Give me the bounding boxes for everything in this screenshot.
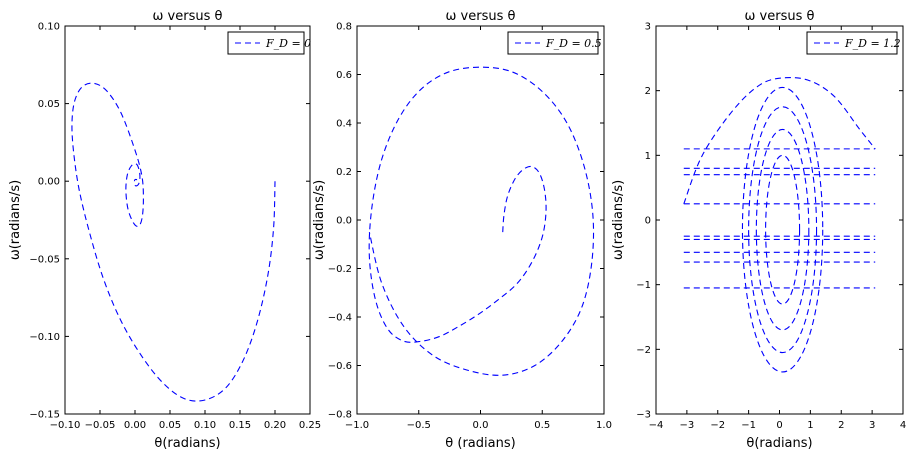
y-tick-label: −0.2: [328, 264, 352, 275]
y-tick-label: 0.6: [336, 70, 352, 81]
y-tick-label: 0.2: [336, 167, 352, 178]
series-loop: [755, 128, 810, 331]
x-tick-label: 0.00: [124, 420, 146, 431]
chart-title: ω versus θ: [446, 9, 516, 24]
plot-area-frame: [356, 25, 605, 415]
series-line: [368, 66, 595, 376]
x-tick-label: −3: [680, 420, 695, 431]
x-tick-label: 1: [807, 420, 813, 431]
y-axis-label: ω(radians/s): [312, 180, 327, 260]
x-tick-label: 1.0: [596, 420, 612, 431]
y-tick-label: 1: [645, 151, 651, 162]
plot-area-frame: [64, 25, 311, 415]
x-tick-label: 0.0: [473, 420, 489, 431]
y-tick-label: 0: [645, 216, 651, 227]
x-tick-label: 4: [900, 420, 906, 431]
x-axis-label: θ(radians): [746, 436, 812, 451]
legend-box: [806, 31, 898, 55]
y-tick-label: −0.05: [29, 254, 60, 265]
x-tick-label: −0.05: [85, 420, 116, 431]
x-tick-label: −4: [649, 420, 664, 431]
y-axis-label: ω(radians/s): [611, 180, 626, 260]
y-tick-label: −0.6: [328, 361, 352, 372]
series-loop: [748, 106, 818, 354]
series-group: [71, 82, 276, 402]
y-tick-label: −1: [636, 280, 651, 291]
x-tick-label: 0: [776, 420, 782, 431]
x-tick-label: 0.15: [229, 420, 251, 431]
y-tick-label: −0.8: [328, 410, 352, 421]
x-tick-label: 3: [869, 420, 875, 431]
y-tick-label: −2: [636, 345, 651, 356]
chart-title: ω versus θ: [745, 9, 815, 24]
plot-area-frame: [655, 25, 904, 415]
x-tick-label: 0.10: [194, 420, 216, 431]
x-tick-label: −1: [741, 420, 756, 431]
y-tick-label: 0.00: [38, 177, 60, 188]
x-tick-label: −0.5: [407, 420, 431, 431]
x-axis-label: θ (radians): [445, 436, 515, 451]
x-tick-label: 0.20: [264, 420, 286, 431]
legend: F_D = 0: [227, 31, 311, 55]
series-loop: [765, 154, 801, 305]
y-tick-label: −0.10: [29, 332, 60, 343]
legend-box: [507, 31, 599, 55]
legend-label: F_D = 1.2: [844, 37, 901, 50]
x-tick-label: −0.10: [50, 420, 81, 431]
series-loop: [741, 86, 824, 373]
series-group: [683, 77, 876, 373]
y-tick-label: 0.8: [336, 22, 352, 33]
chart-title: ω versus θ: [153, 9, 223, 24]
x-tick-label: 0.05: [159, 420, 181, 431]
series-line: [683, 77, 876, 205]
y-axis-label: ω(radians/s): [8, 180, 23, 260]
y-tick-label: −0.15: [29, 410, 60, 421]
legend: F_D = 1.2: [806, 31, 901, 55]
x-axis-label: θ(radians): [154, 436, 220, 451]
x-tick-label: 0.25: [299, 420, 321, 431]
series-group: [368, 66, 595, 376]
x-tick-label: −1.0: [345, 420, 369, 431]
x-tick-label: 0.5: [534, 420, 550, 431]
x-tick-label: 2: [838, 420, 844, 431]
y-tick-label: 0.05: [38, 99, 60, 110]
legend-label: F_D = 0.5: [545, 37, 602, 50]
y-tick-label: −3: [636, 410, 651, 421]
y-tick-label: 2: [645, 86, 651, 97]
y-tick-label: 0.4: [336, 119, 352, 130]
y-tick-label: 0.0: [336, 216, 352, 227]
chart-panel-1: −0.10 −0.05 0.00 0.05 0.10 0.15 0.20 0.25−0.15−…: [8, 9, 321, 451]
y-tick-label: 3: [645, 22, 651, 33]
legend: F_D = 0.5: [507, 31, 602, 55]
chart-panel-2: −1.0 −0.5 0.0 0.5 1.0 −0.8 −0.6 −0.4 −0.2 0.0 0.2 0…: [312, 9, 612, 451]
x-tick-label: −2: [710, 420, 725, 431]
y-tick-label: 0.10: [38, 22, 60, 33]
series-line: [71, 82, 276, 402]
legend-label: F_D = 0: [265, 37, 311, 50]
y-tick-label: −0.4: [328, 313, 352, 324]
legend-box: [227, 31, 305, 55]
